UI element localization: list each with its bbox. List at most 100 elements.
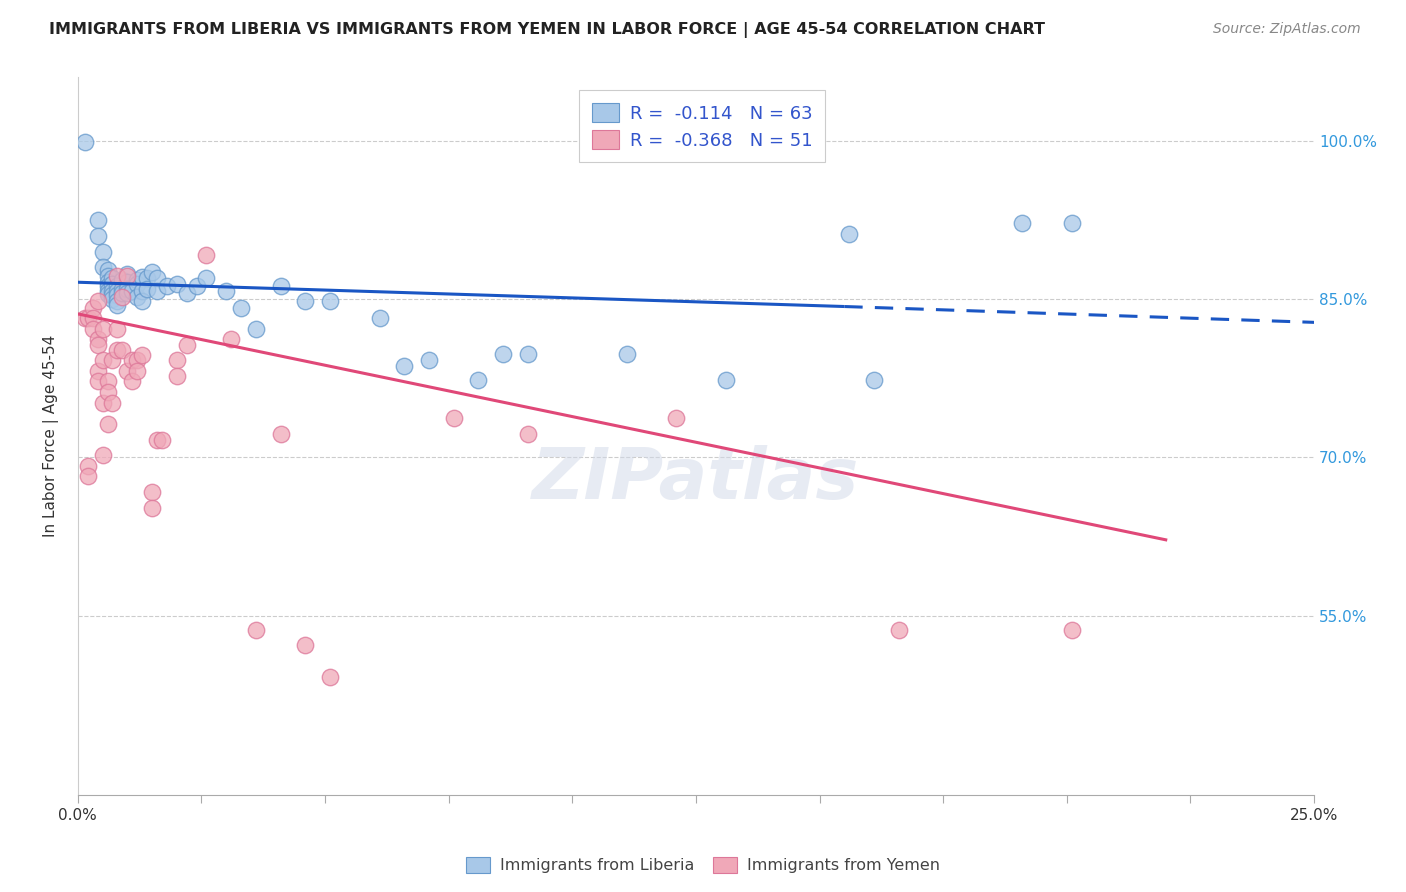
Point — [107, 279, 129, 293]
Point — [111, 282, 134, 296]
Point — [131, 269, 153, 284]
Point — [101, 271, 124, 285]
Point — [96, 262, 118, 277]
Point — [111, 343, 134, 357]
Point — [111, 273, 134, 287]
Point — [82, 321, 104, 335]
Point — [492, 347, 515, 361]
Point — [91, 353, 114, 368]
Point — [117, 275, 139, 289]
Point — [1060, 216, 1083, 230]
Point — [176, 337, 198, 351]
Point — [150, 433, 173, 447]
Point — [131, 284, 153, 298]
Point — [101, 284, 124, 298]
Point — [121, 284, 143, 298]
Point — [146, 271, 169, 285]
Point — [107, 321, 129, 335]
Point — [86, 294, 108, 309]
Point — [166, 277, 188, 292]
Point — [75, 311, 97, 326]
Point — [101, 395, 124, 409]
Legend: Immigrants from Liberia, Immigrants from Yemen: Immigrants from Liberia, Immigrants from… — [460, 850, 946, 880]
Point — [117, 282, 139, 296]
Point — [467, 373, 489, 387]
Point — [96, 275, 118, 289]
Text: ZIPatlas: ZIPatlas — [533, 445, 859, 514]
Point — [319, 670, 342, 684]
Point — [141, 265, 163, 279]
Point — [245, 623, 267, 637]
Point — [76, 458, 98, 473]
Point — [245, 321, 267, 335]
Point — [86, 332, 108, 346]
Point — [294, 639, 316, 653]
Point — [127, 364, 149, 378]
Point — [319, 294, 342, 309]
Point — [96, 279, 118, 293]
Point — [86, 337, 108, 351]
Point — [107, 284, 129, 298]
Point — [516, 347, 538, 361]
Point — [75, 135, 97, 149]
Point — [127, 290, 149, 304]
Point — [141, 501, 163, 516]
Point — [111, 290, 134, 304]
Point — [136, 271, 159, 285]
Point — [107, 298, 129, 312]
Point — [117, 285, 139, 300]
Point — [101, 277, 124, 292]
Point — [368, 311, 391, 326]
Text: Source: ZipAtlas.com: Source: ZipAtlas.com — [1213, 22, 1361, 37]
Point — [86, 364, 108, 378]
Point — [156, 279, 179, 293]
Point — [146, 284, 169, 298]
Point — [82, 301, 104, 315]
Point — [229, 301, 252, 315]
Point — [76, 311, 98, 326]
Point — [131, 348, 153, 362]
Point — [96, 286, 118, 301]
Point — [1011, 216, 1033, 230]
Point — [82, 311, 104, 326]
Point — [127, 353, 149, 368]
Point — [270, 427, 292, 442]
Point — [107, 343, 129, 357]
Point — [166, 353, 188, 368]
Point — [616, 347, 638, 361]
Point — [838, 227, 860, 241]
Point — [195, 271, 218, 285]
Point — [127, 277, 149, 292]
Point — [86, 228, 108, 243]
Point — [96, 417, 118, 431]
Point — [117, 267, 139, 281]
Point — [418, 353, 440, 368]
Y-axis label: In Labor Force | Age 45-54: In Labor Force | Age 45-54 — [44, 335, 59, 538]
Point — [107, 288, 129, 302]
Point — [714, 373, 737, 387]
Point — [141, 485, 163, 500]
Point — [117, 268, 139, 283]
Point — [101, 353, 124, 368]
Point — [121, 353, 143, 368]
Point — [294, 294, 316, 309]
Point — [176, 285, 198, 300]
Point — [101, 292, 124, 306]
Point — [86, 213, 108, 227]
Point — [887, 623, 910, 637]
Point — [665, 411, 688, 425]
Point — [146, 433, 169, 447]
Legend: R =  -0.114   N = 63, R =  -0.368   N = 51: R = -0.114 N = 63, R = -0.368 N = 51 — [579, 90, 825, 162]
Point — [443, 411, 465, 425]
Point — [131, 294, 153, 309]
Point — [91, 448, 114, 462]
Point — [1060, 623, 1083, 637]
Point — [166, 369, 188, 384]
Point — [107, 268, 129, 283]
Point — [117, 364, 139, 378]
Point — [111, 285, 134, 300]
Point — [195, 248, 218, 262]
Point — [127, 273, 149, 287]
Point — [186, 279, 208, 293]
Point — [86, 375, 108, 389]
